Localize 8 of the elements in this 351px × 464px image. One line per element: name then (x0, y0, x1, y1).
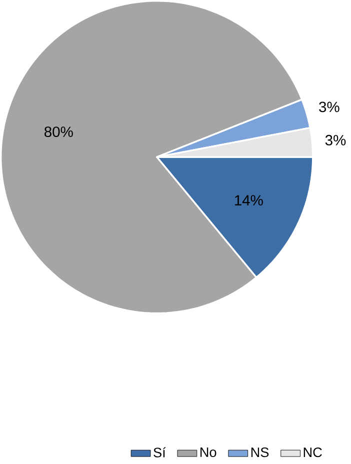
legend-label: NS (251, 447, 269, 458)
data-label: 14% (234, 195, 263, 206)
legend-label: Sí (154, 447, 166, 458)
data-label: 3% (325, 134, 346, 146)
legend-label: No (200, 448, 216, 458)
data-label: 3% (319, 102, 340, 112)
data-label: 80% (44, 126, 73, 138)
legend-label: NC (304, 447, 322, 458)
